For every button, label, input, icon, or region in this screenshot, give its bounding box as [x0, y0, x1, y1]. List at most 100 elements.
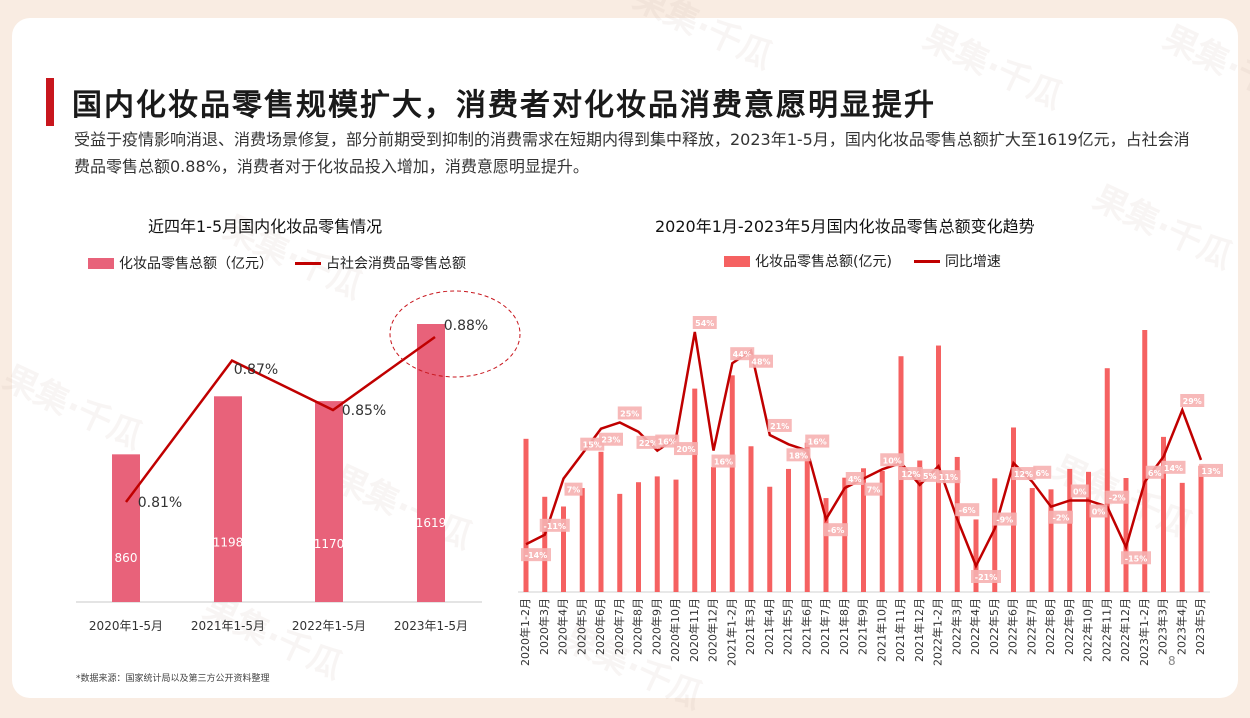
x-tick-label: 2022年5月	[987, 598, 1001, 655]
x-tick-label: 2022年3月	[949, 598, 963, 655]
bar-18	[861, 468, 866, 592]
bar-23	[954, 456, 960, 592]
x-tick-label: 2022年11月	[1099, 598, 1113, 662]
growth-label-bg	[636, 435, 661, 449]
x-tick-label: 2020年11月	[687, 598, 701, 662]
x-tick-label: 2023年1-2月	[1137, 598, 1151, 666]
growth-value-label: 11%	[939, 473, 958, 482]
growth-label-bg	[1121, 551, 1151, 565]
growth-label-bg	[1145, 465, 1164, 479]
growth-value-label: 18%	[789, 451, 808, 460]
growth-label-bg	[992, 512, 1017, 526]
bar-30	[1086, 471, 1091, 592]
growth-label-bg	[971, 570, 1001, 583]
growth-label-bg	[580, 437, 605, 451]
growth-value-label: 5%	[923, 472, 937, 481]
left-chart-title: 近四年1-5月国内化妆品零售情况	[148, 217, 383, 236]
highlight-circle	[389, 290, 521, 378]
bar-3	[579, 488, 585, 592]
growth-label-bg	[1089, 504, 1108, 518]
growth-label-bg	[899, 467, 923, 481]
growth-label-bg	[880, 453, 905, 467]
x-tick-label: 2021年1-5月	[191, 619, 265, 633]
bar-28	[1048, 489, 1054, 592]
growth-label-bg	[786, 448, 811, 462]
x-tick-label: 2021年3月	[743, 598, 757, 655]
x-tick-label: 2021年1-2月	[724, 598, 738, 666]
growth-label-bg	[711, 454, 736, 468]
growth-label-bg	[674, 442, 698, 456]
growth-label-bg	[749, 354, 773, 368]
x-tick-label: 2020年1-5月	[89, 619, 163, 633]
data-source-note: *数据来源：国家统计局以及第三方公开资料整理	[76, 674, 270, 684]
x-tick-label: 2021年5月	[781, 598, 795, 655]
bar-4	[598, 451, 604, 592]
legend-bar-swatch	[88, 257, 114, 269]
growth-value-label: 22%	[639, 439, 658, 448]
title-accent-bar	[46, 78, 54, 126]
x-tick-label: 2022年10月	[1081, 598, 1095, 662]
x-tick-label: 2021年7月	[818, 598, 832, 655]
x-tick-label: 2022年9月	[1062, 598, 1076, 655]
x-tick-label: 2021年10月	[874, 598, 888, 662]
growth-value-label: 15%	[583, 441, 602, 450]
x-tick-label: 2020年1-2月	[518, 598, 532, 666]
legend-bar-swatch	[724, 255, 750, 267]
x-tick-label: 2022年4月	[968, 598, 982, 655]
growth-label-bg	[936, 470, 961, 484]
x-tick-label: 2021年12月	[912, 598, 926, 662]
growth-value-label: 44%	[733, 350, 752, 359]
growth-value-label: 16%	[714, 458, 733, 467]
x-tick-label: 2023年4月	[1174, 598, 1188, 655]
growth-value-label: 48%	[751, 358, 770, 367]
bar-3	[417, 324, 445, 602]
growth-label-bg	[767, 418, 792, 432]
growth-label-bg	[599, 432, 623, 446]
line-value-label: 0.88%	[444, 318, 488, 334]
x-tick-label: 2020年6月	[593, 598, 607, 655]
growth-label-bg	[655, 434, 680, 448]
bar-8	[673, 479, 679, 592]
growth-label-bg	[1105, 490, 1130, 504]
bar-7	[654, 476, 660, 592]
bar-value-label: 1170	[314, 537, 345, 551]
legend-bar-label: 化妆品零售总额（亿元）	[119, 256, 273, 272]
page-number: 8	[1168, 654, 1176, 668]
bar-0	[523, 438, 529, 592]
growth-value-label: 16%	[808, 438, 827, 447]
page-subtitle: 受益于疫情影响消退、消费场景修复，部分前期受到抑制的消费需求在短期内得到集中释放…	[74, 130, 1190, 176]
growth-label-bg	[1011, 467, 1036, 481]
bar-24	[973, 519, 979, 592]
share-line	[124, 335, 436, 503]
growth-label-bg	[539, 518, 570, 532]
right-chart-legend: 化妆品零售总额(亿元) 同比增速	[724, 251, 1001, 271]
growth-value-label: 10%	[883, 456, 902, 465]
growth-label-bg	[845, 472, 864, 485]
x-tick-label: 2022年1-5月	[292, 619, 366, 633]
bar-value-label: 1198	[213, 535, 244, 549]
growth-value-label: 13%	[1201, 467, 1220, 476]
bar-34	[1161, 436, 1166, 592]
growth-value-label: 12%	[901, 470, 920, 479]
growth-value-label: -14%	[525, 551, 547, 560]
x-tick-label: 2021年8月	[837, 598, 851, 655]
bar-12	[748, 446, 754, 592]
growth-value-label: -21%	[975, 573, 997, 582]
line-value-label: 0.85%	[342, 403, 386, 419]
growth-value-label: -11%	[544, 522, 566, 531]
x-tick-label: 2021年6月	[799, 598, 813, 655]
growth-label-bg	[864, 482, 883, 496]
growth-value-label: -2%	[1109, 494, 1126, 503]
growth-value-label: 6%	[1035, 469, 1049, 478]
bar-27	[1029, 488, 1035, 592]
bar-35	[1179, 482, 1185, 592]
x-tick-label: 2021年11月	[893, 598, 907, 662]
bar-29	[1067, 468, 1073, 592]
growth-value-label: -6%	[828, 526, 845, 535]
x-tick-label: 2023年1-5月	[394, 619, 468, 633]
bar-1	[214, 396, 242, 602]
page-title: 国内化妆品零售规模扩大，消费者对化妆品消费意愿明显提升	[72, 88, 936, 123]
legend-bar-label: 化妆品零售总额(亿元)	[755, 254, 892, 270]
growth-value-label: -9%	[996, 516, 1013, 525]
growth-value-label: 7%	[567, 486, 581, 495]
